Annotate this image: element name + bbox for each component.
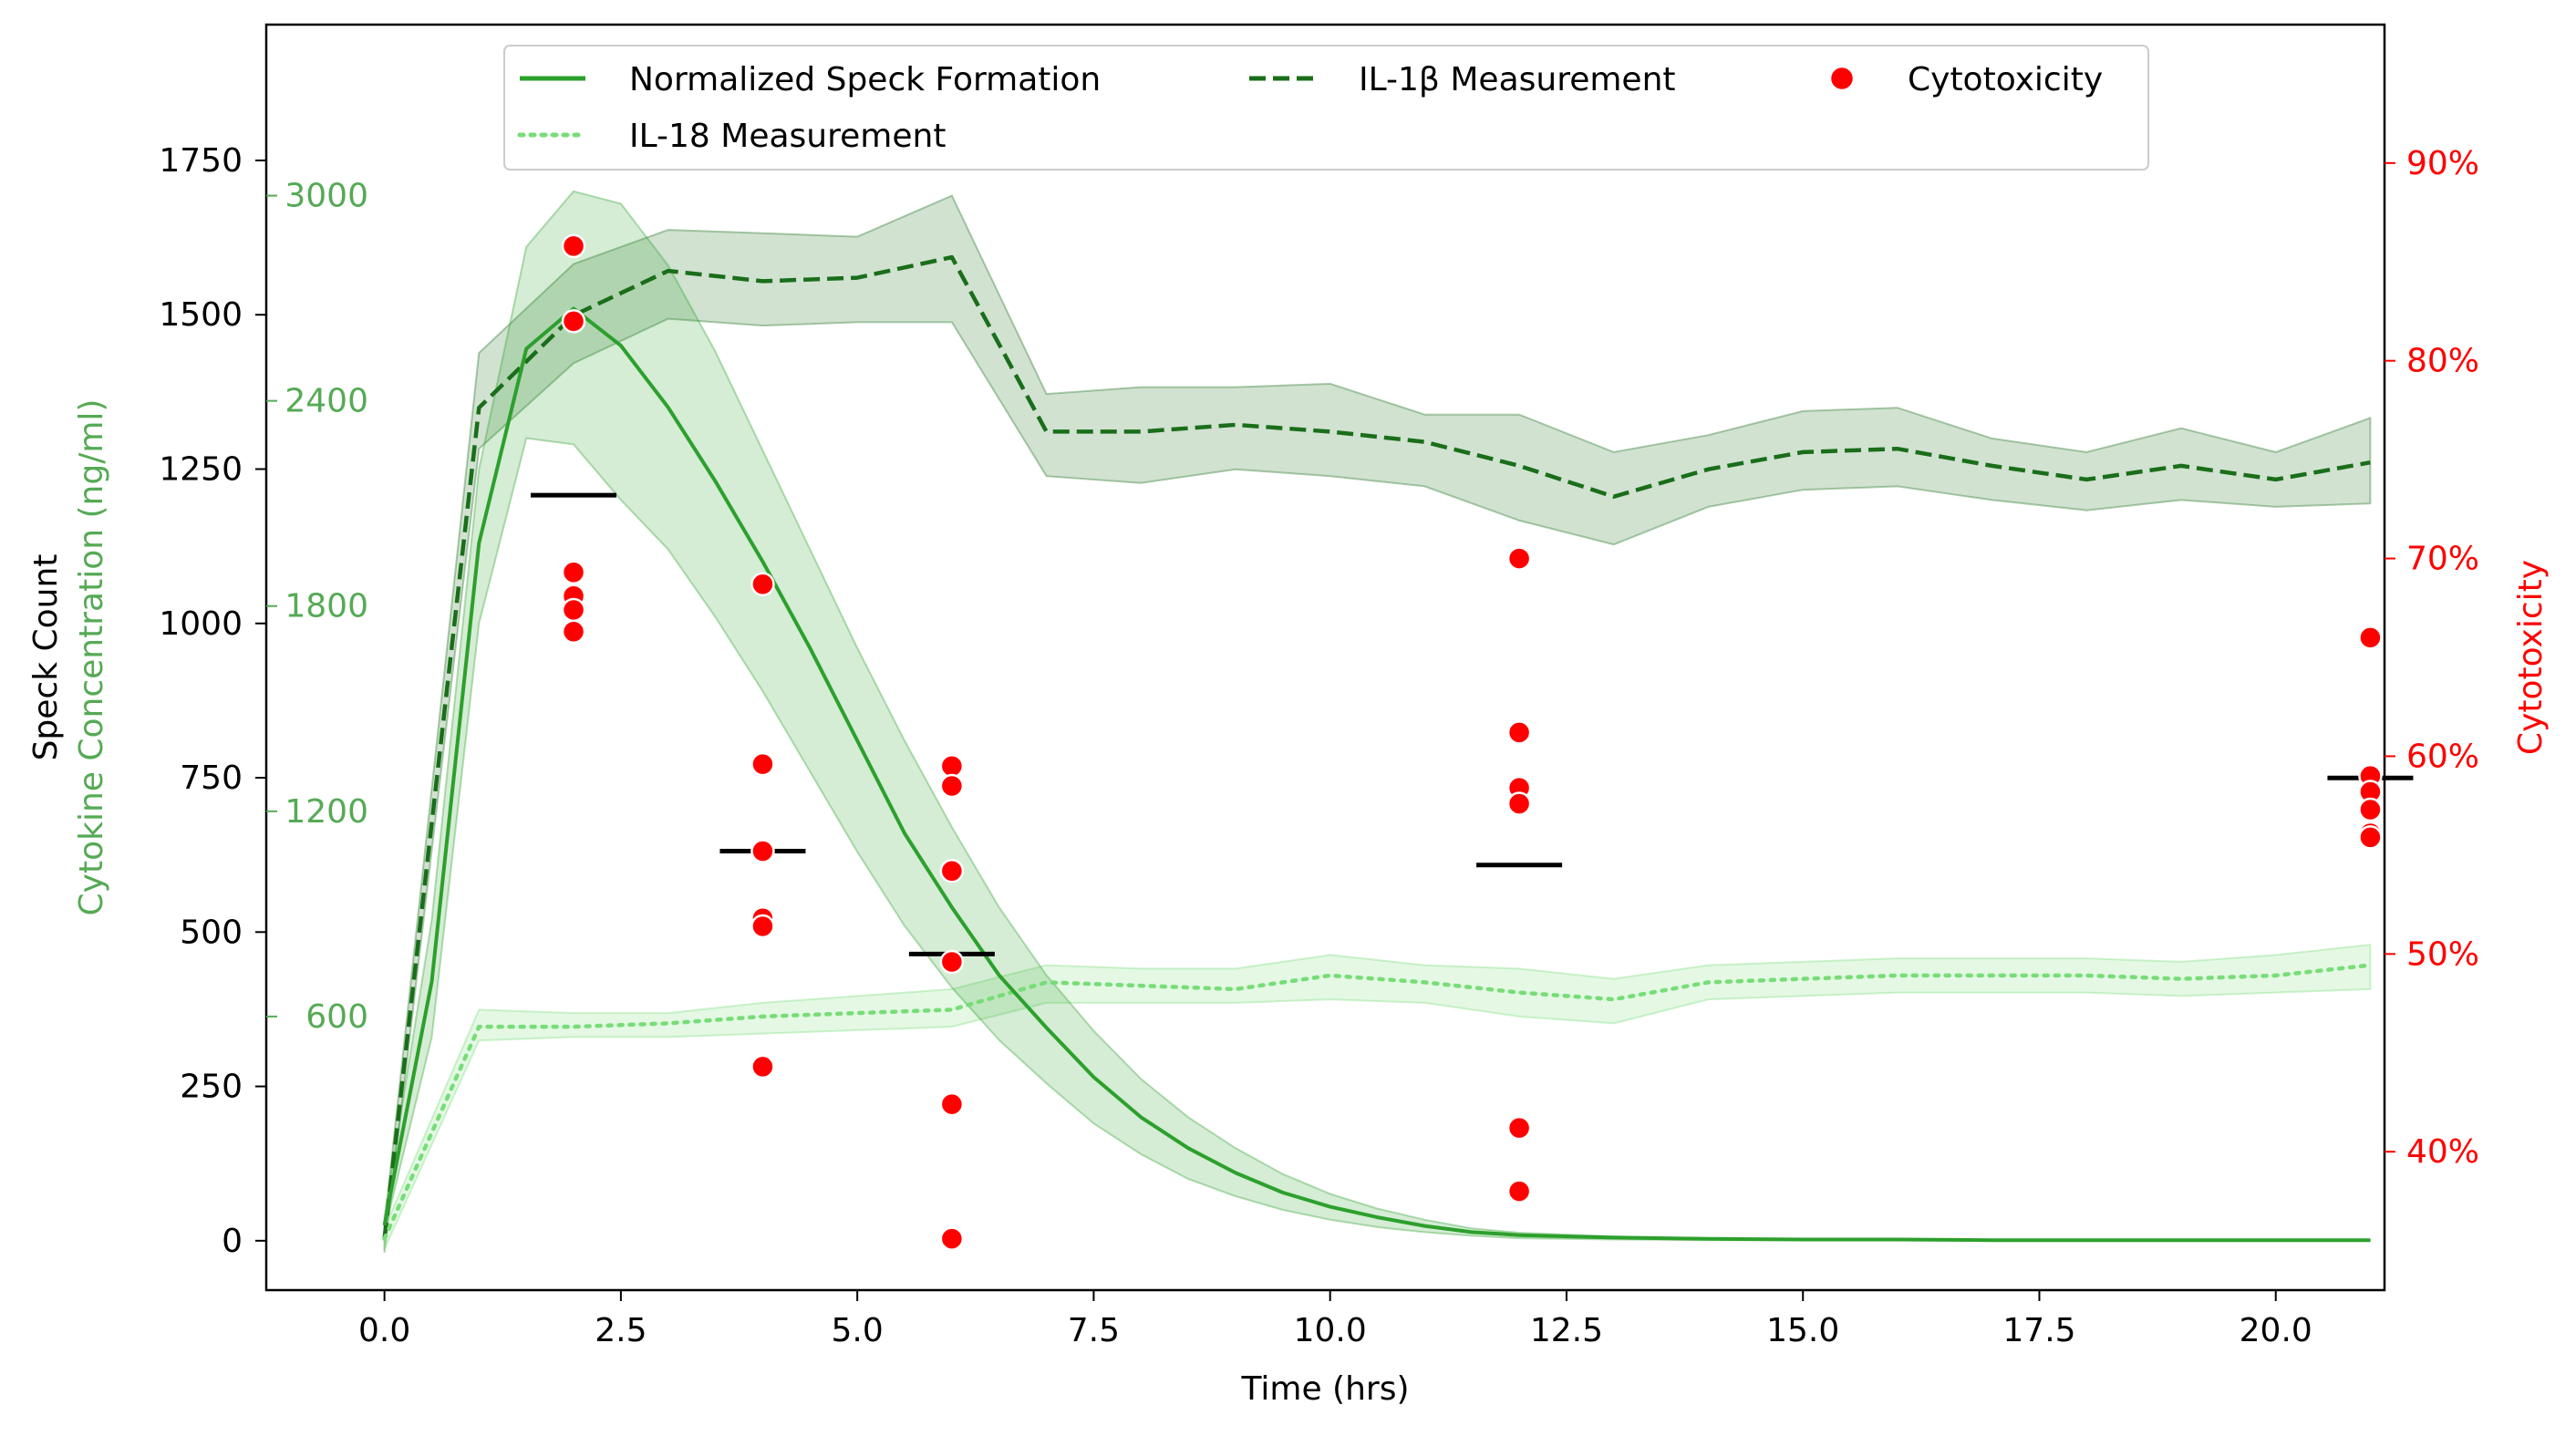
- y-tick-label: 500: [180, 914, 243, 951]
- y-axis-label-cytotoxicity: Cytotoxicity: [2512, 560, 2550, 755]
- x-tick-label: 5.0: [832, 1312, 884, 1349]
- band-0: [383, 190, 2372, 1242]
- cytokine-tick-label: 1200: [284, 793, 368, 831]
- y-tick-label: 1000: [159, 605, 243, 643]
- y-tick-label: 1250: [159, 450, 243, 488]
- right-tick-label: 60%: [2406, 738, 2479, 775]
- legend-label-cytotoxicity: Cytotoxicity: [1908, 61, 2103, 98]
- y-tick-label: 1750: [159, 142, 243, 180]
- legend: Normalized Speck Formation IL-1β Measure…: [503, 45, 2149, 170]
- confidence-bands: [383, 190, 2372, 1253]
- series-lines: [382, 254, 2373, 1243]
- y-axis-cytotoxicity: 40% 50% 60% 70% 80% 90%: [2385, 145, 2479, 1171]
- legend-label-speck: Normalized Speck Formation: [629, 61, 1101, 98]
- plot-frame: [264, 23, 2386, 1292]
- cytotoxicity-point: [1506, 1179, 1532, 1204]
- cytotoxicity-point: [561, 597, 586, 623]
- cytotoxicity-point: [2358, 797, 2383, 822]
- right-tick-label: 80%: [2406, 343, 2479, 380]
- cytotoxicity-point: [939, 949, 965, 975]
- x-tick-label: 20.0: [2240, 1312, 2312, 1349]
- right-tick-label: 70%: [2406, 541, 2479, 578]
- y-tick-label: 0: [222, 1223, 243, 1260]
- cytotoxicity-point: [939, 858, 965, 883]
- cytotoxicity-point: [2358, 825, 2383, 850]
- cytotoxicity-point: [561, 619, 586, 645]
- cytotoxicity-point: [939, 773, 965, 799]
- series-line-1: [382, 254, 2371, 1239]
- y-axis-label-speck: Speck Count: [27, 554, 65, 761]
- cytotoxicity-point: [1506, 1115, 1532, 1141]
- series-line-2: [382, 963, 2373, 1241]
- cytotoxicity-point: [2358, 625, 2383, 650]
- cytotoxicity-point: [1506, 720, 1532, 745]
- cytotoxicity-point: [939, 754, 965, 779]
- x-tick-label: 7.5: [1068, 1312, 1120, 1349]
- y-tick-label: 250: [180, 1069, 243, 1106]
- legend-swatch-cytotoxicity: [1828, 65, 1856, 92]
- legend-label-il18: IL-18 Measurement: [629, 118, 946, 155]
- cytotoxicity-point: [1506, 546, 1532, 571]
- cytotoxicity-point: [1506, 791, 1532, 816]
- cytotoxicity-point: [750, 572, 775, 597]
- x-tick-label: 10.0: [1294, 1312, 1367, 1349]
- cytotoxicity-point: [939, 1091, 965, 1117]
- y-tick-label: 1500: [159, 296, 243, 334]
- y-axis-label-cytokine: Cytokine Concentration (ng/ml): [73, 399, 110, 916]
- right-tick-label: 50%: [2406, 935, 2479, 973]
- cytotoxicity-point: [561, 309, 586, 334]
- cytotoxicity-point: [561, 560, 586, 584]
- cytokine-tick-label: 2400: [284, 383, 368, 420]
- cytotoxicity-point: [750, 839, 775, 863]
- cytokine-tick-label: 3000: [284, 178, 368, 215]
- y-axis-speck: 0 250 500 750 1000 1250 1500 1750: [159, 142, 266, 1260]
- x-tick-label: 17.5: [2002, 1312, 2075, 1349]
- x-axis: 0.0 2.5 5.0 7.5 10.0 12.5 15.0 17.5 20.0: [358, 1290, 2312, 1349]
- right-tick-label: 40%: [2406, 1133, 2479, 1171]
- right-tick-label: 90%: [2406, 145, 2479, 182]
- cytokine-tick-label: 600: [305, 998, 368, 1036]
- cytotoxicity-point: [750, 1054, 775, 1080]
- cytotoxicity-point: [750, 914, 775, 939]
- series-line-0: [382, 306, 2371, 1243]
- x-axis-label: Time (hrs): [1240, 1370, 1409, 1408]
- x-tick-label: 12.5: [1530, 1312, 1603, 1349]
- cytotoxicity-point: [750, 751, 775, 777]
- legend-box: [503, 45, 2149, 170]
- cytotoxicity-points: [561, 233, 2383, 1251]
- band-1: [383, 194, 2372, 1253]
- cytokine-tick-label: 1800: [284, 588, 368, 625]
- x-tick-label: 2.5: [595, 1312, 647, 1349]
- x-tick-label: 0.0: [358, 1312, 410, 1349]
- band-2: [383, 943, 2372, 1250]
- x-tick-label: 15.0: [1766, 1312, 1839, 1349]
- y-axis-cytokine: 600 1200 1800 2400 3000: [266, 178, 368, 1036]
- cytotoxicity-point: [939, 1226, 965, 1251]
- legend-label-il1b: IL-1β Measurement: [1359, 61, 1676, 98]
- y-tick-label: 750: [180, 759, 243, 797]
- cytotoxicity-point: [561, 233, 586, 259]
